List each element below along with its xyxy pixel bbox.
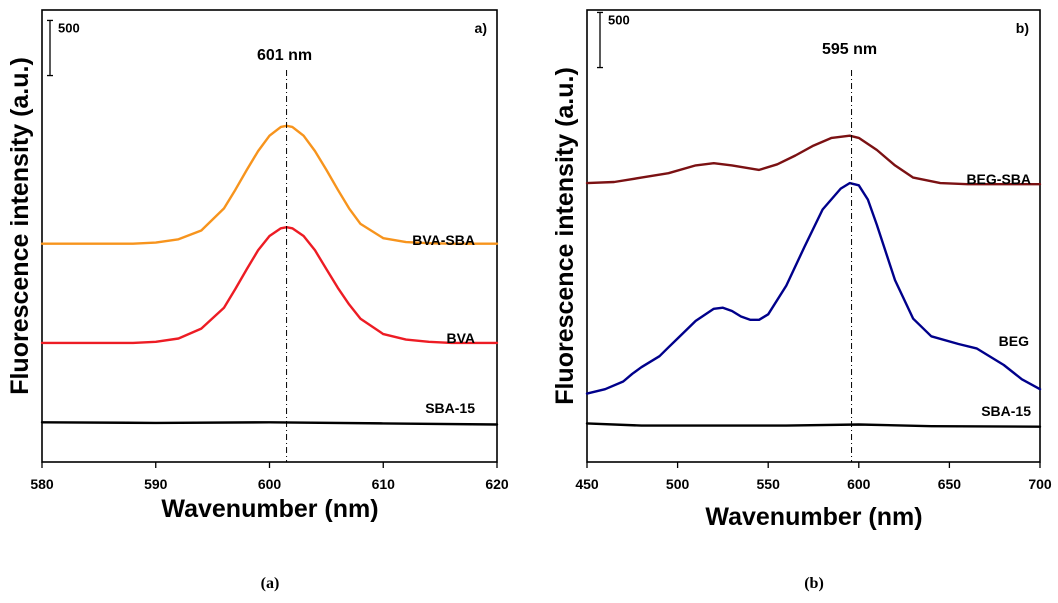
series-line-beg <box>585 181 1042 395</box>
series-line-beg-sba <box>585 134 1042 186</box>
series-label-beg-sba: BEG-SBA <box>966 171 1031 187</box>
peak-label: 601 nm <box>257 47 312 64</box>
series-line-sba-15 <box>40 421 499 426</box>
x-axis-ticks: 580 590 600 610 620 <box>30 462 509 492</box>
series-line-bva <box>40 226 499 345</box>
scale-bar-label: 500 <box>58 20 80 35</box>
panel-a: 580 590 600 610 620 500 a) 601 nm BVA-SBA BV… <box>6 9 509 592</box>
series-layer <box>585 134 1042 428</box>
x-tick-label: 600 <box>847 476 871 492</box>
x-axis-ticks: 450 500 550 600 650 700 <box>575 462 1052 492</box>
x-tick-label: 650 <box>938 476 962 492</box>
series-label-sba-15: SBA-15 <box>981 403 1031 419</box>
x-tick-label: 590 <box>144 476 168 492</box>
panel-caption: (b) <box>804 575 824 592</box>
x-axis-title: Wavenumber (nm) <box>705 503 922 531</box>
panel-caption: (a) <box>261 575 280 592</box>
x-tick-label: 600 <box>258 476 282 492</box>
x-tick-label: 550 <box>757 476 781 492</box>
series-label-bva: BVA <box>446 330 475 346</box>
x-tick-label: 610 <box>372 476 396 492</box>
x-tick-label: 580 <box>30 476 54 492</box>
x-tick-label: 700 <box>1028 476 1052 492</box>
series-line-sba-15 <box>585 422 1042 428</box>
x-axis-title: Wavenumber (nm) <box>161 495 378 523</box>
peak-label: 595 nm <box>822 41 877 58</box>
panel-b: 450 500 550 600 650 700 500 b) 595 nm BEG-SBA… <box>551 9 1052 592</box>
series-label-sba-15: SBA-15 <box>425 400 475 416</box>
series-label-bva-sba: BVA-SBA <box>412 232 475 248</box>
scale-bar-label: 500 <box>608 12 630 27</box>
y-axis-title: Fluorescence intensity (a.u.) <box>551 67 579 405</box>
panel-tag: a) <box>475 20 487 36</box>
x-tick-label: 620 <box>485 476 509 492</box>
plot-frame <box>586 9 1041 463</box>
x-tick-label: 450 <box>575 476 599 492</box>
y-axis-title: Fluorescence intensity (a.u.) <box>6 57 34 395</box>
series-label-beg: BEG <box>999 333 1029 349</box>
series-line-bva-sba <box>40 124 499 245</box>
panel-tag: b) <box>1016 20 1029 36</box>
x-tick-label: 500 <box>666 476 690 492</box>
scale-bar: 500 <box>597 11 630 69</box>
scale-bar: 500 <box>47 19 80 77</box>
series-layer <box>40 124 499 426</box>
